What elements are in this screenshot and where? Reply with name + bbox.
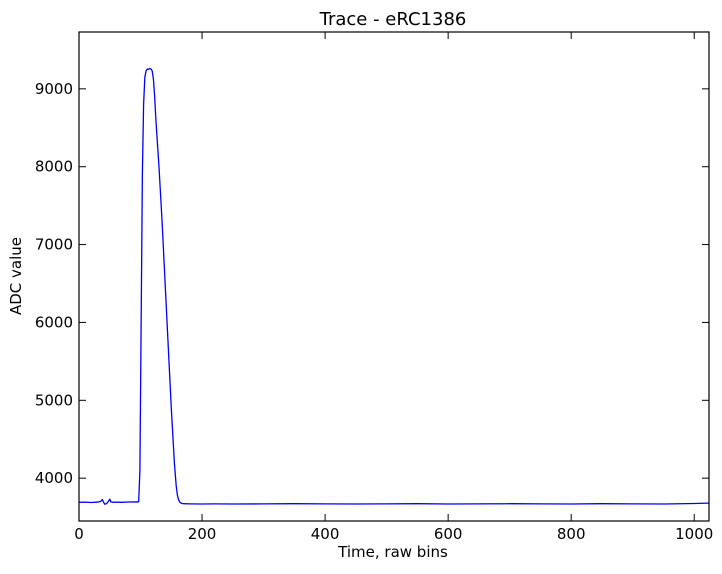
y-tick-label: 5000 <box>35 391 73 409</box>
x-tick-label: 400 <box>311 525 340 543</box>
x-tick-label: 0 <box>74 525 84 543</box>
series-line-0 <box>79 67 709 505</box>
y-axis-label: ADC value <box>7 237 25 315</box>
x-tick-label: 800 <box>557 525 586 543</box>
x-tick-label: 200 <box>188 525 217 543</box>
y-tick-label: 6000 <box>35 313 73 331</box>
y-tick-label: 9000 <box>35 80 73 98</box>
plot-frame <box>78 31 710 522</box>
series-group <box>79 67 709 505</box>
x-tick-label: 1000 <box>675 525 713 543</box>
x-tick-label: 600 <box>434 525 463 543</box>
y-tick-label: 4000 <box>35 469 73 487</box>
y-tick-label: 7000 <box>35 236 73 254</box>
chart-title: Trace - eRC1386 <box>319 9 467 30</box>
tick-labels: 0 200 400 600 800 1000 4000 5000 6000 7000 8000 900… <box>35 80 714 543</box>
y-tick-label: 8000 <box>35 158 73 176</box>
x-axis-label: Time, raw bins <box>337 543 448 561</box>
axis-ticks <box>78 32 709 521</box>
